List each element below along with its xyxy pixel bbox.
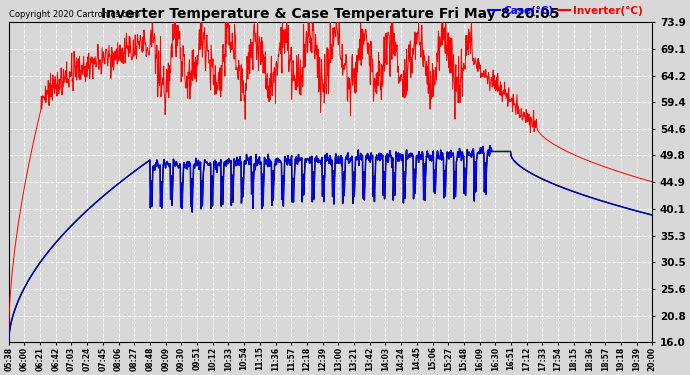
Legend: Case(°C), Inverter(°C): Case(°C), Inverter(°C) [484, 2, 647, 20]
Title: Inverter Temperature & Case Temperature Fri May 8 20:05: Inverter Temperature & Case Temperature … [101, 7, 560, 21]
Text: Copyright 2020 Cartronics.com: Copyright 2020 Cartronics.com [9, 10, 139, 19]
